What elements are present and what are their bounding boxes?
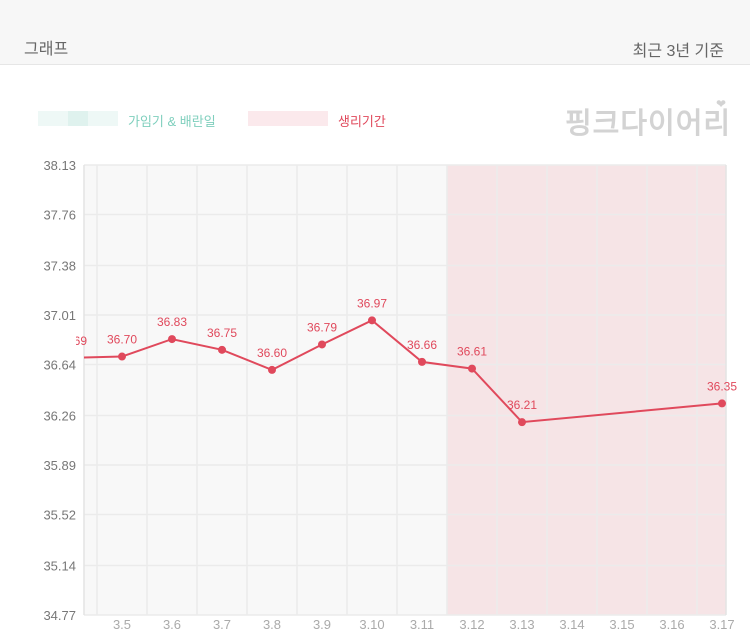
top-bar: 그래프 최근 3년 기준: [0, 0, 750, 65]
y-tick-label: 37.76: [43, 208, 76, 223]
x-tick-label: 3.17: [709, 617, 734, 632]
x-tick-label: 3.5: [113, 617, 131, 632]
data-label: 36.35: [707, 379, 737, 393]
data-point: [518, 418, 526, 427]
plot-background: [84, 165, 447, 615]
data-label: 36.61: [457, 345, 487, 359]
data-point: [118, 352, 126, 361]
period-legend-label: 생리기간: [338, 114, 386, 129]
x-tick-label: 3.10: [359, 617, 384, 632]
x-tick-label: 3.9: [313, 617, 331, 632]
x-tick-label: 3.14: [559, 617, 584, 632]
x-tick-label: 3.12: [459, 617, 484, 632]
x-tick-label: 3.16: [659, 617, 684, 632]
y-tick-label: 34.77: [43, 608, 76, 623]
data-label: 36.21: [507, 398, 537, 412]
data-point: [168, 335, 176, 344]
temperature-line: [84, 319, 723, 424]
y-tick-label: 36.26: [43, 408, 76, 423]
y-tick-label: 36.64: [43, 358, 76, 373]
data-point: [368, 316, 376, 325]
fertile-legend-label: 가임기 & 배란일: [128, 114, 216, 129]
data-point: [268, 365, 276, 374]
data-point: [468, 364, 476, 373]
x-tick-label: 3.11: [410, 617, 434, 632]
data-point: [318, 340, 326, 349]
data-label: 36.83: [157, 315, 187, 329]
brand-logo: 핑크다이어리: [565, 108, 732, 140]
data-label: 36.70: [107, 333, 137, 347]
data-label: 36.69: [57, 334, 87, 348]
data-label: 36.79: [307, 320, 337, 334]
y-tick-label: 35.14: [43, 558, 76, 573]
period-legend-swatch: [248, 111, 328, 126]
y-tick-label: 38.13: [43, 158, 76, 173]
y-tick-label: 37.01: [43, 308, 76, 323]
x-tick-label: 3.15: [609, 617, 634, 632]
data-point: [418, 357, 426, 366]
x-tick-label: 3.13: [509, 617, 534, 632]
y-tick-label: 35.52: [43, 508, 76, 523]
x-tick-label: 3.6: [163, 617, 181, 632]
data-point: [218, 345, 226, 354]
data-point: [718, 399, 726, 408]
page-title: 그래프: [24, 41, 69, 58]
data-label: 36.75: [207, 326, 237, 340]
fertile-legend-swatch: [38, 111, 118, 126]
y-tick-label: 37.38: [43, 258, 76, 273]
x-tick-label: 3.7: [213, 617, 231, 632]
period-shade: [447, 165, 726, 615]
heart-icon: ❤: [716, 97, 727, 111]
range-selector[interactable]: 최근 3년 기준: [632, 43, 724, 60]
data-label: 36.60: [257, 346, 287, 360]
x-tick-label: 3.8: [263, 617, 281, 632]
data-label: 36.66: [407, 338, 437, 352]
data-label: 36.97: [357, 296, 387, 310]
y-tick-label: 35.89: [43, 458, 76, 473]
